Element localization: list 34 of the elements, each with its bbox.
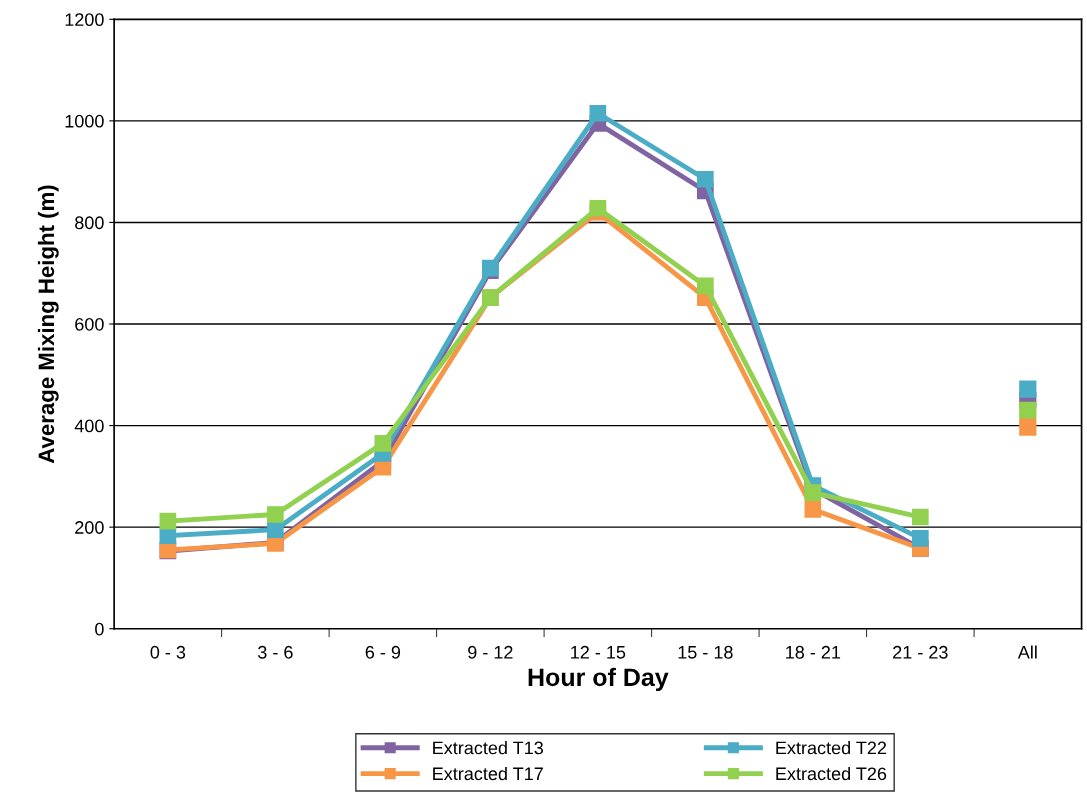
y-tick-label: 600 <box>75 317 104 331</box>
point <box>911 508 929 526</box>
x-tick-label: 9 - 12 <box>468 645 513 659</box>
y-tick-label: 200 <box>75 521 104 534</box>
legend-label: Extracted T13 <box>433 741 543 755</box>
x-tick-label: 0 - 3 <box>150 645 186 659</box>
x-tick-label: All <box>1017 645 1037 659</box>
x-tick-label: 6 - 9 <box>365 645 401 659</box>
y-tick-label: 1200 <box>65 13 104 27</box>
point <box>697 170 714 188</box>
x-tick-label: 12 - 15 <box>571 645 626 659</box>
x-axis-title: Hour of Day <box>528 667 669 692</box>
point <box>374 435 392 452</box>
point <box>589 104 607 122</box>
point <box>267 506 284 523</box>
y-tick-label: 800 <box>75 216 104 230</box>
y-tick-label: 1000 <box>65 114 104 128</box>
legend-label: Extracted T17 <box>433 766 543 781</box>
point <box>697 277 714 295</box>
x-tick-label: 21 - 23 <box>893 645 948 659</box>
legend-label: Extracted T26 <box>776 766 887 781</box>
y-tick-label: 0 <box>95 622 104 636</box>
point <box>804 501 822 518</box>
x-tick-label: 15 - 18 <box>678 645 733 659</box>
x-tick-label: 3 - 6 <box>258 645 293 659</box>
y-tick-label: 400 <box>74 419 104 433</box>
y-axis-title: Average Mixing Height (m) <box>37 185 59 464</box>
legend-label: Extracted T22 <box>776 741 887 755</box>
point <box>159 512 177 530</box>
point <box>911 529 929 547</box>
point <box>804 484 822 501</box>
x-tick-label: 18 - 21 <box>786 645 841 659</box>
point <box>589 199 607 217</box>
point <box>267 521 284 539</box>
